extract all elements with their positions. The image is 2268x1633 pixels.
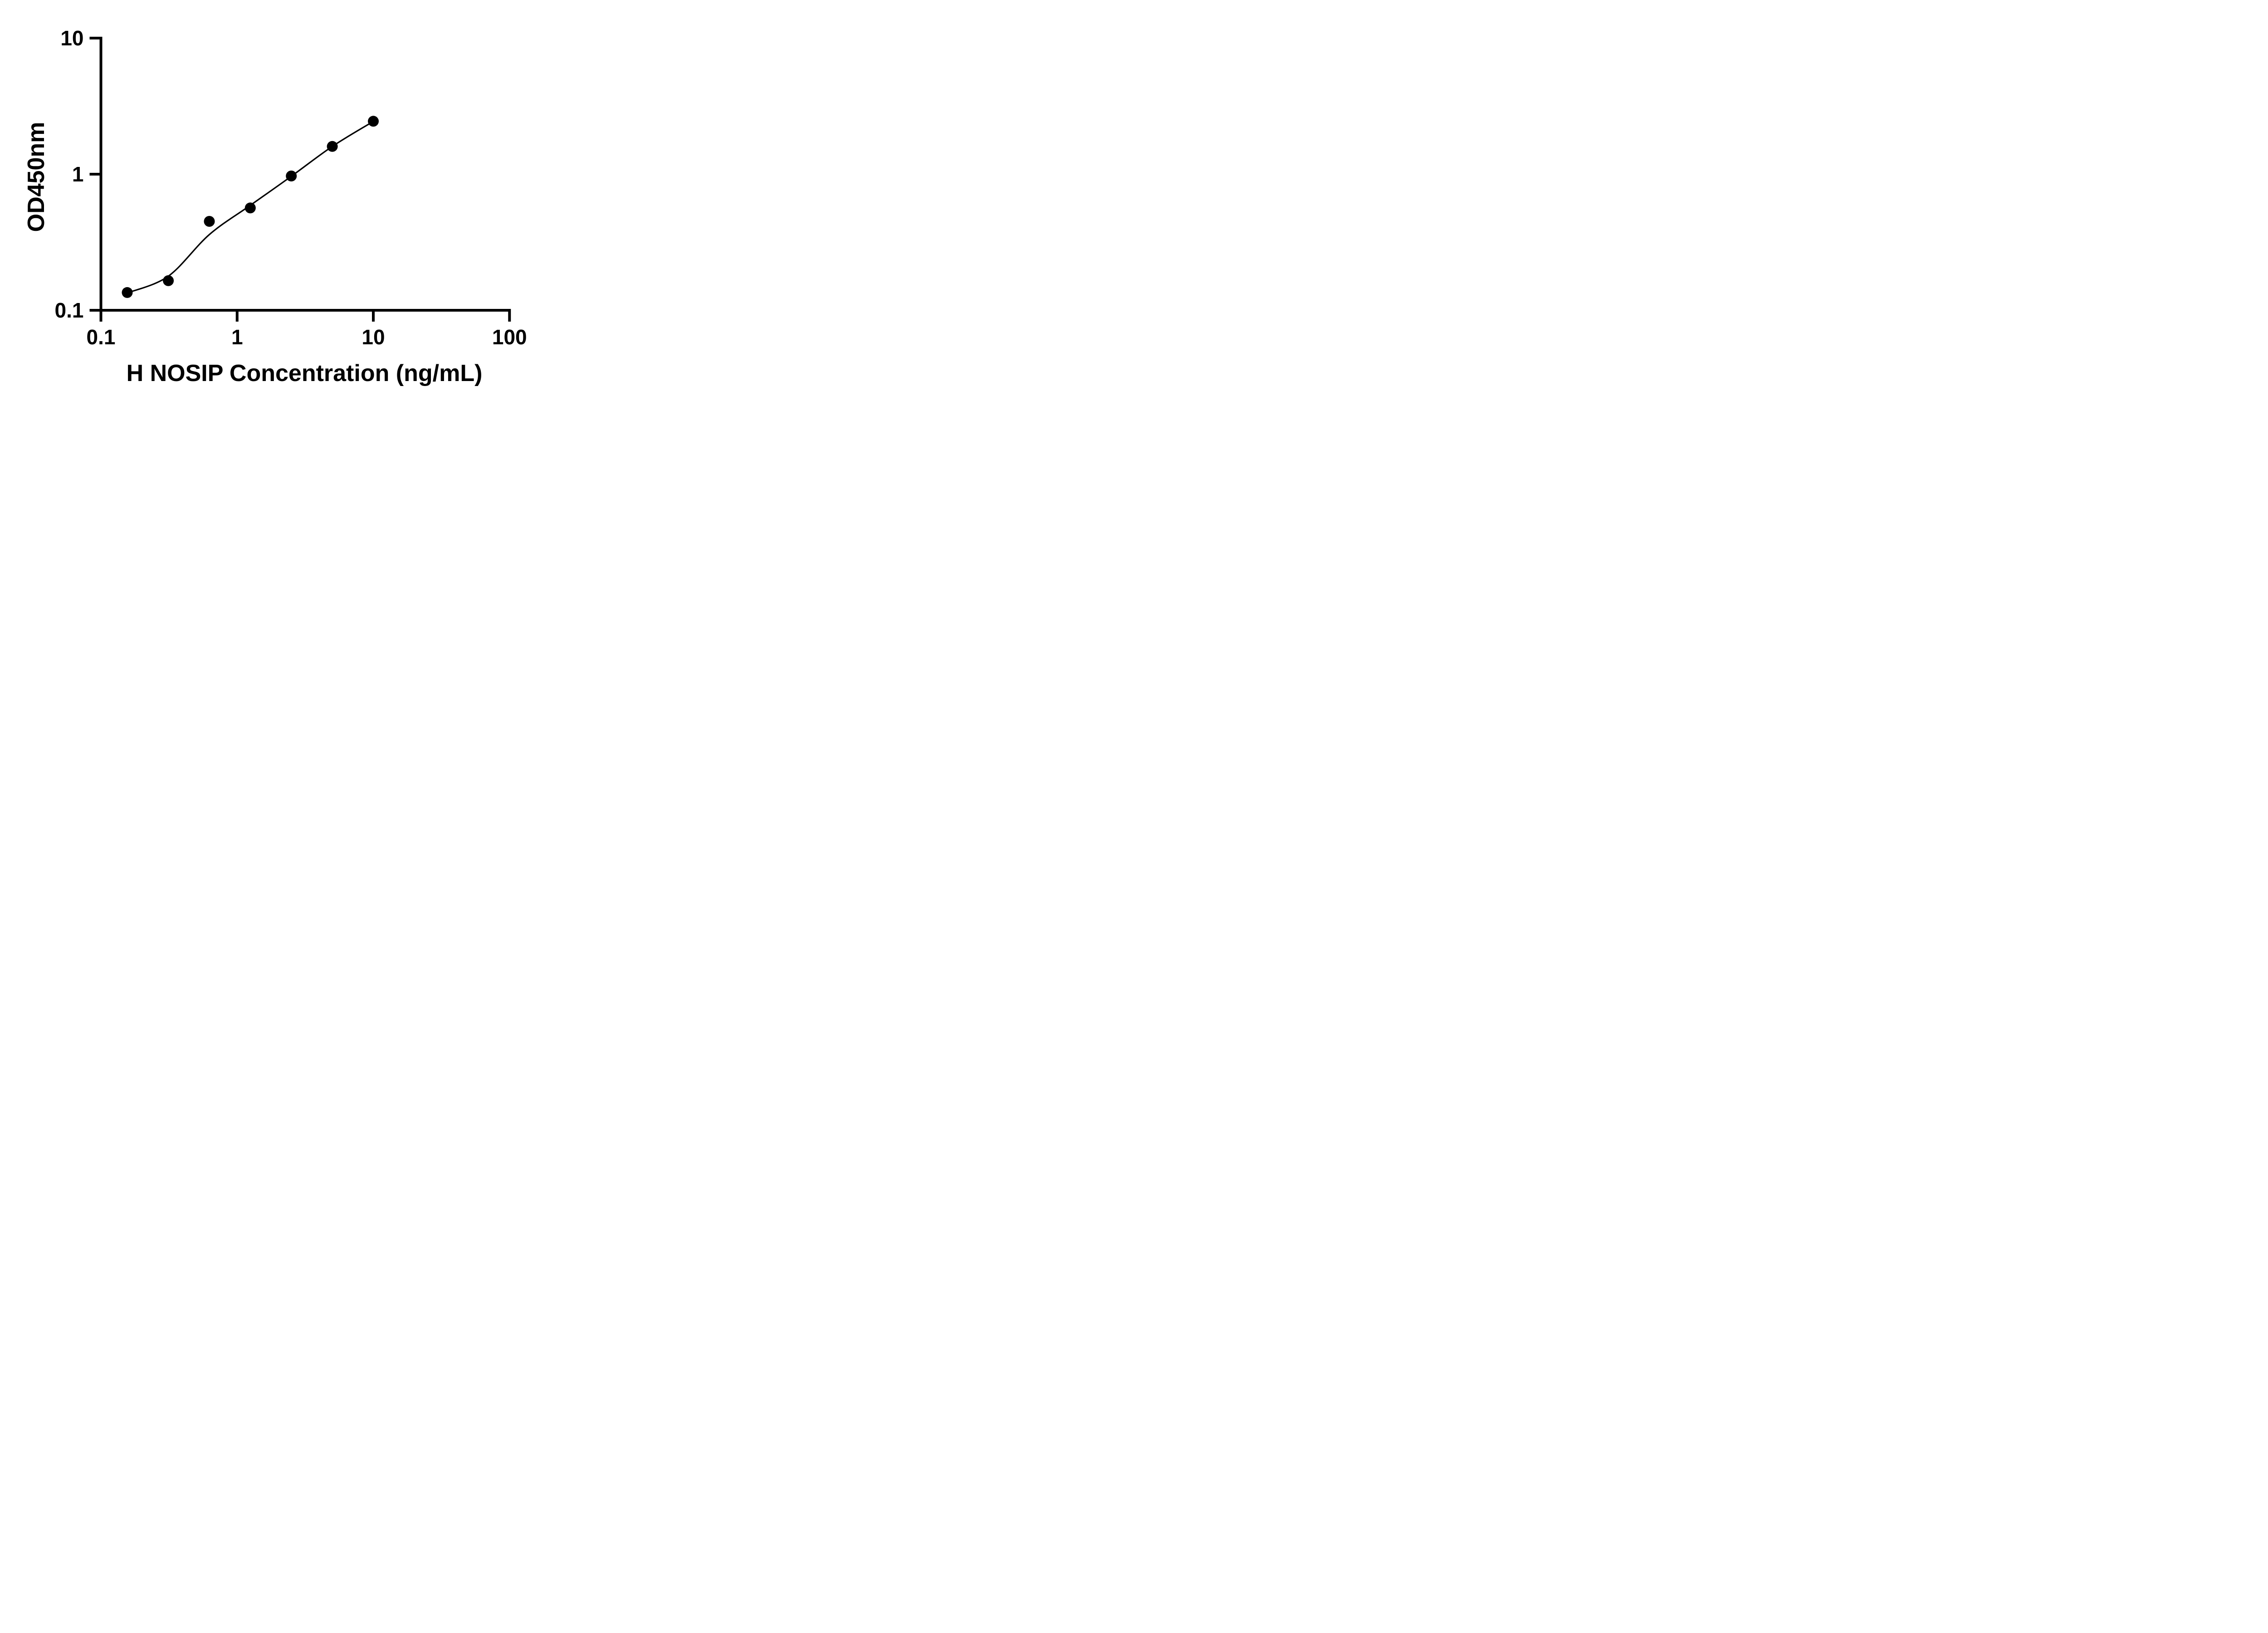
data-point — [204, 216, 215, 227]
axes — [89, 37, 511, 322]
data-point — [327, 141, 338, 152]
data-points — [122, 116, 379, 298]
data-point — [163, 275, 174, 286]
data-point — [122, 287, 133, 298]
y-axis-title: OD450nm — [23, 122, 49, 232]
data-point — [368, 116, 379, 127]
y-tick-label-10: 10 — [60, 26, 83, 50]
elisa-standard-curve-figure: 0.1 1 10 0.1 1 10 100 H NOSIP Concentration (n… — [0, 0, 572, 408]
x-tick-label-10: 10 — [362, 325, 385, 349]
tick-labels: 0.1 1 10 0.1 1 10 100 — [55, 26, 527, 349]
y-tick-label-0.1: 0.1 — [55, 298, 84, 322]
data-point — [244, 202, 256, 214]
x-tick-label-1: 1 — [231, 325, 243, 349]
plot-svg: 0.1 1 10 0.1 1 10 100 H NOSIP Concentration (n… — [23, 26, 527, 386]
x-axis-title: H NOSIP Concentration (ng/mL) — [127, 360, 483, 386]
data-point — [286, 171, 297, 181]
x-tick-label-100: 100 — [492, 325, 527, 349]
x-tick-label-0.1: 0.1 — [87, 325, 116, 349]
y-tick-label-1: 1 — [72, 162, 84, 186]
